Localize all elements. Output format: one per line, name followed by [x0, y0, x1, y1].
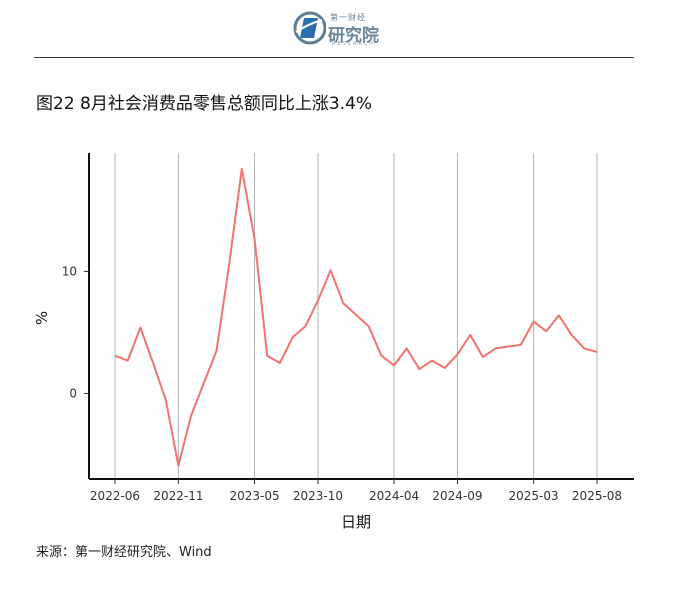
chart-title: 图22 8月社会消费品零售总额同比上涨3.4% [36, 94, 373, 114]
x-axis-title: 日期 [341, 513, 371, 531]
axes [88, 153, 634, 480]
logo-icon [293, 11, 327, 45]
x-tick-label: 2023-10 [293, 489, 343, 503]
x-tick-label: 2022-11 [153, 489, 203, 503]
y-tick-label: 0 [69, 387, 77, 401]
y-tick-label: 10 [62, 264, 77, 278]
y-ticks: 0 10 [62, 264, 89, 401]
y-axis-title: % [33, 311, 51, 325]
logo-text-sub: RESEARCH [332, 41, 375, 47]
x-tick-label: 2024-09 [432, 489, 482, 503]
x-ticks: 2022-06 2022-11 2023-05 2023-10 2024-04 2024-… [90, 479, 622, 503]
logo-text-main: 研究院 [328, 26, 379, 46]
x-tick-label: 2023-05 [229, 489, 279, 503]
x-tick-label: 2025-03 [509, 489, 559, 503]
logo: 第一财经 研究院 RESEARCH [292, 8, 402, 48]
series-line [114, 167, 598, 467]
header-divider [34, 57, 634, 58]
x-tick-label: 2022-06 [90, 489, 140, 503]
logo-text-top: 第一财经 [330, 13, 366, 22]
source-note: 来源：第一财经研究院、Wind [36, 545, 212, 560]
x-tick-label: 2025-08 [572, 489, 622, 503]
grid-lines [114, 153, 598, 479]
x-tick-label: 2024-04 [369, 489, 419, 503]
